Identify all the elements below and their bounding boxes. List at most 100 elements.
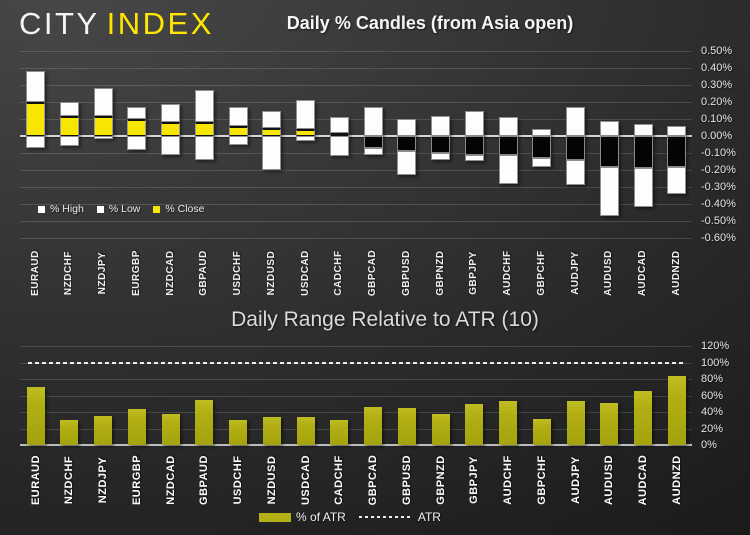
candle-close-segment: [161, 122, 180, 136]
brand-index-text: INDEX: [106, 6, 214, 41]
candle-high-segment: [228, 107, 248, 126]
legend-item-close: % Close: [153, 203, 204, 215]
candle-close-segment: [431, 136, 450, 153]
candle-close-segment: [296, 129, 315, 136]
candle-low-segment: [498, 154, 518, 184]
y-axis-tick-label: 0.00%: [701, 130, 733, 142]
candle-close-segment: [599, 136, 619, 167]
pair-label: AUDNZD: [670, 455, 683, 505]
candle-low-segment: [599, 166, 619, 216]
brand-city-text: CITY: [19, 6, 100, 41]
x-axis-line: [20, 444, 692, 446]
atr-legend: % of ATR ATR: [0, 510, 700, 524]
gridline: [20, 221, 692, 222]
gridline: [20, 428, 692, 430]
y-axis-tick-label: -0.40%: [701, 198, 736, 210]
candle-close-segment: [464, 136, 484, 155]
legend-item-high: % High: [38, 203, 84, 215]
gridline: [20, 395, 692, 397]
gridline: [20, 238, 692, 239]
candle-close-segment: [566, 136, 585, 160]
y-axis-tick-label: -0.30%: [701, 181, 736, 193]
candle-close-segment: [397, 136, 417, 152]
atr-bar: [499, 401, 517, 445]
pair-label: USDCHF: [232, 455, 244, 505]
y-axis-tick-label: 0.30%: [701, 79, 733, 91]
candle-low-segment: [26, 136, 45, 148]
candle-close-segment: [93, 115, 113, 136]
y-axis-tick-label: 0.20%: [701, 96, 733, 108]
candle-high-segment: [498, 117, 518, 136]
candle-low-segment: [59, 136, 79, 147]
candles-chart-title: Daily % Candles (from Asia open): [286, 13, 574, 33]
atr-bar: [229, 420, 247, 445]
atr-bar: [94, 416, 112, 445]
candle-close-segment: [194, 122, 214, 136]
y-axis-tick-label: -0.20%: [701, 164, 736, 176]
candle-close-segment: [667, 136, 687, 167]
low-swatch-icon: [96, 205, 104, 213]
gridline: [20, 187, 692, 188]
atr-bar-swatch-icon: [259, 512, 292, 522]
pair-label: GBPCHF: [535, 455, 548, 505]
candle-close-segment: [633, 136, 653, 169]
gridline: [20, 346, 692, 347]
y-axis-tick-label: 0.40%: [701, 62, 733, 74]
pair-label: GBPCAD: [367, 454, 379, 506]
candle-close-segment: [59, 115, 79, 136]
gridline: [20, 379, 692, 380]
y-axis-tick-label: 60%: [701, 389, 724, 402]
y-axis-tick-label: 20%: [701, 422, 724, 435]
legend-item-low: % Low: [96, 203, 140, 215]
atr-bar: [60, 420, 79, 445]
legend-item-pct-atr: % of ATR: [259, 510, 346, 524]
atr-bar: [26, 387, 45, 445]
gridline: [20, 170, 692, 171]
legend-item-atr: ATR: [358, 510, 441, 524]
candle-high-segment: [566, 107, 585, 136]
atr-bar: [330, 420, 349, 445]
candle-high-segment: [667, 125, 687, 136]
atr-line-swatch-icon: [358, 516, 413, 518]
candle-low-segment: [532, 158, 552, 167]
pair-label: NZDUSD: [265, 455, 278, 505]
candle-high-segment: [363, 107, 383, 136]
candle-high-segment: [464, 110, 484, 136]
pair-label: AUDJPY: [569, 456, 582, 504]
pair-label: NZDJPY: [97, 456, 109, 504]
atr-bar: [431, 413, 450, 445]
y-axis-tick-label: 80%: [701, 373, 724, 385]
high-swatch-icon: [38, 205, 45, 213]
candle-high-segment: [93, 88, 113, 116]
candle-high-segment: [262, 110, 282, 128]
candle-close-segment: [532, 136, 552, 159]
gridline: [20, 51, 692, 52]
candle-high-segment: [599, 120, 619, 136]
candle-high-segment: [127, 107, 147, 119]
atr-bar: [634, 390, 652, 445]
atr-bar: [161, 413, 180, 445]
candle-high-segment: [532, 129, 552, 136]
y-axis-tick-label: -0.10%: [701, 147, 736, 159]
y-axis-tick-label: 40%: [701, 406, 724, 418]
y-axis-tick-label: 0.10%: [701, 113, 733, 125]
candle-low-segment: [262, 136, 282, 170]
candles-legend: % High % Low % Close: [38, 203, 204, 215]
pair-label: CADCHF: [333, 455, 346, 505]
atr-bar: [532, 418, 551, 445]
candle-low-segment: [228, 136, 248, 145]
candle-high-segment: [296, 100, 315, 130]
atr-bar: [364, 407, 382, 445]
brand-logo: CITY INDEX: [19, 6, 214, 42]
candle-low-segment: [566, 159, 585, 186]
atr-bar: [296, 416, 315, 445]
atr-bar: [667, 375, 686, 445]
candle-high-segment: [194, 90, 214, 123]
candle-close-segment: [363, 136, 383, 148]
zero-gridline: [20, 135, 692, 137]
gridline: [20, 412, 692, 413]
candle-high-segment: [397, 119, 417, 136]
legend-atr-label: ATR: [417, 510, 441, 524]
